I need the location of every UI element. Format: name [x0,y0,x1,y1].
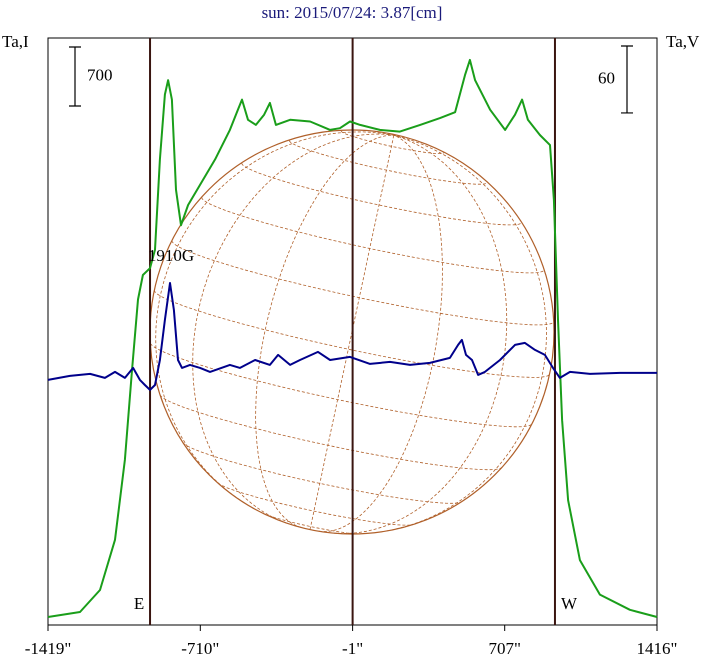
limb-label: E [134,594,144,613]
x-tick-label: 1416" [637,639,678,658]
disk-grid [333,134,508,534]
x-tick-label: -710" [181,639,219,658]
annotation: 1910G [148,246,194,265]
series-line [47,58,658,618]
scale-bar [69,46,81,107]
disk-grid [309,135,395,530]
disk-grid [217,482,414,526]
disk-grid [155,131,394,504]
scale-bar [621,45,633,114]
series-line [47,282,657,391]
chart-title: sun: 2015/07/24: 3.87[cm] [262,3,443,22]
x-tick-label: -1" [342,639,363,658]
scale-bar-label: 700 [87,65,113,84]
disk-grid [192,133,394,524]
disk-grid [318,134,443,533]
x-tick-label: -1419" [25,639,72,658]
limb-label: W [561,594,578,613]
disk-grid [241,163,522,226]
x-tick-label: 707" [488,639,520,658]
disk-grid [255,134,394,528]
y2-axis-label: Ta,V [666,32,700,51]
disk-grid [263,513,359,535]
scale-bar-label: 60 [598,68,615,87]
y-axis-label: Ta,I [2,32,29,51]
disk-grid [182,442,462,504]
disk-grid [380,134,547,533]
